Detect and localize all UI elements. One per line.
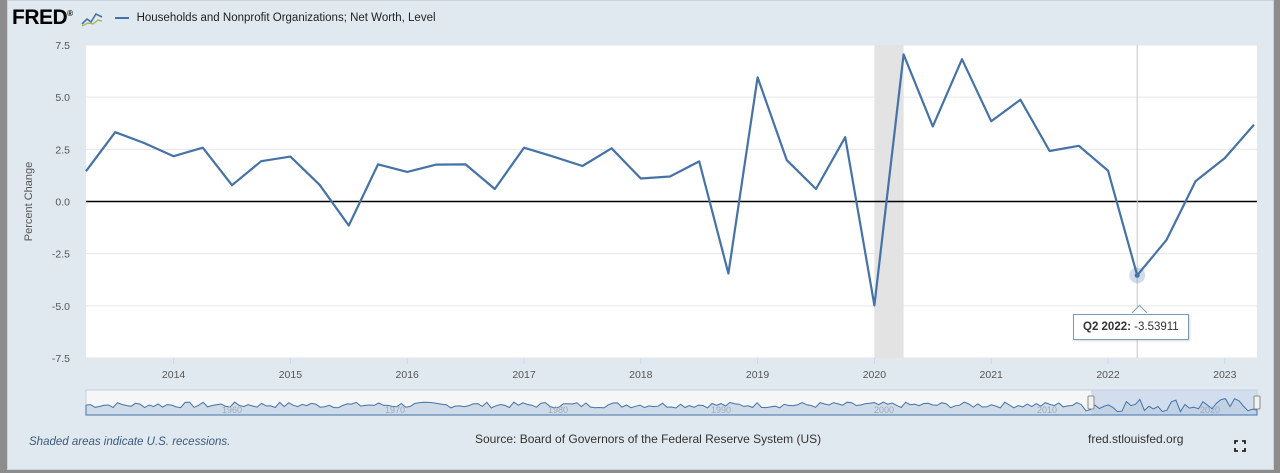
y-axis-label: Percent Change	[23, 162, 35, 242]
navigator-tick-label: 1990	[711, 405, 731, 415]
navigator-tick-label: 1970	[385, 405, 405, 415]
x-axis: 2014 2015 2016 2017 2018 2019 2020 2021 2022 2023	[162, 358, 1237, 381]
navigator-tick-label: 1980	[548, 405, 568, 415]
legend-swatch	[114, 17, 129, 19]
series-line[interactable]	[85, 53, 1255, 307]
chart-header: FRED® Households and Nonprofit Organizat…	[12, 4, 436, 32]
y-tick-label: -2.5	[52, 249, 70, 261]
source-url-link[interactable]: fred.stlouisfed.org	[1088, 432, 1184, 446]
tooltip-value: -3.53911	[1134, 321, 1179, 333]
series-points	[85, 54, 1255, 306]
navigator[interactable]: 1960 1970 1980 1990 2000 2010 2020	[85, 389, 1261, 416]
recession-note: Shaded areas indicate U.S. recessions.	[29, 436, 231, 448]
navigator-series-line	[85, 398, 1258, 416]
y-axis: 7.5 5.0 2.5 0.0 -2.5 -5.0 -7.5	[52, 40, 70, 365]
fred-logo-chart-icon	[81, 12, 102, 27]
navigator-tick-label: 1960	[222, 405, 242, 415]
navigator-handle-left[interactable]	[1087, 395, 1095, 410]
y-tick-label: 0.0	[55, 197, 70, 209]
x-tick-label: 2022	[1096, 369, 1120, 381]
x-tick-label: 2023	[1213, 369, 1237, 381]
x-tick-label: 2017	[512, 369, 536, 381]
fullscreen-icon[interactable]	[1234, 440, 1246, 452]
x-tick-label: 2021	[980, 369, 1004, 381]
navigator-ticks: 1960 1970 1980 1990 2000 2010 2020	[222, 405, 1220, 415]
navigator-tick-label: 2010	[1037, 405, 1057, 415]
y-tick-label: -5.0	[52, 301, 70, 313]
y-tick-label: 2.5	[55, 144, 70, 156]
x-tick-label: 2016	[396, 369, 420, 381]
x-tick-label: 2014	[162, 369, 186, 381]
navigator-tick-label: 2000	[874, 405, 894, 415]
navigator-tick-label: 2020	[1200, 405, 1220, 415]
y-tick-label: 5.0	[55, 92, 70, 104]
y-tick-label: 7.5	[55, 40, 70, 52]
data-tooltip: Q2 2022: -3.53911	[1073, 314, 1189, 340]
x-tick-label: 2020	[863, 369, 887, 381]
x-tick-label: 2015	[279, 369, 303, 381]
highlight-point[interactable]	[1134, 272, 1140, 278]
x-tick-label: 2019	[746, 369, 770, 381]
fred-logo[interactable]: FRED®	[12, 6, 73, 29]
y-tick-label: -7.5	[52, 353, 70, 365]
tooltip-period: Q2 2022:	[1083, 321, 1131, 333]
navigator-handle-right[interactable]	[1253, 395, 1261, 410]
x-tick-label: 2018	[629, 369, 653, 381]
legend-series-label[interactable]: Households and Nonprofit Organizations; …	[136, 12, 436, 24]
source-text: Source: Board of Governors of the Federa…	[475, 432, 822, 446]
